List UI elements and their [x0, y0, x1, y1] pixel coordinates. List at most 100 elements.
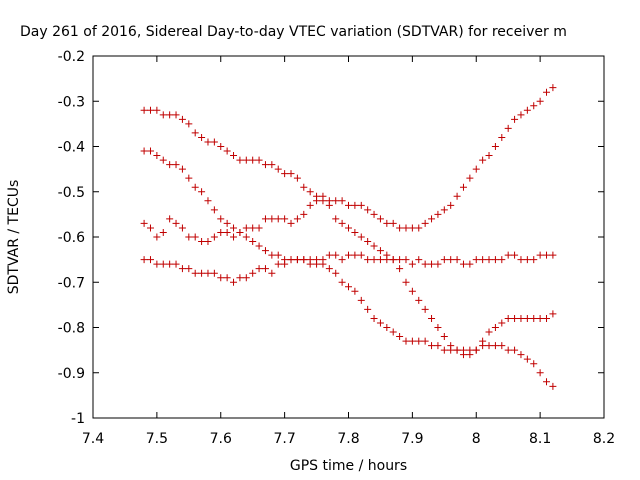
- data-point: [459, 183, 467, 191]
- data-point: [364, 256, 372, 264]
- data-point: [408, 287, 416, 295]
- data-point: [191, 233, 199, 241]
- data-point: [172, 161, 180, 169]
- data-point: [511, 251, 519, 259]
- y-tick-label: -0.7: [58, 275, 85, 291]
- data-point: [255, 265, 263, 273]
- data-point: [549, 251, 557, 259]
- data-point: [408, 260, 416, 268]
- data-point: [479, 256, 487, 264]
- series-1: [140, 84, 557, 232]
- data-point: [504, 346, 512, 354]
- data-point: [300, 256, 308, 264]
- x-tick-label: 8.1: [529, 431, 551, 447]
- data-point: [421, 219, 429, 227]
- data-point: [370, 314, 378, 322]
- data-point: [491, 342, 499, 350]
- data-point: [274, 251, 282, 259]
- data-point: [447, 342, 455, 350]
- data-point: [281, 215, 289, 223]
- series-2: [140, 147, 557, 390]
- data-point: [345, 283, 352, 291]
- data-point: [472, 256, 480, 264]
- data-point: [261, 265, 269, 273]
- data-point: [274, 165, 282, 173]
- series-3: [140, 192, 557, 359]
- data-point: [185, 174, 193, 182]
- data-point: [223, 274, 231, 282]
- data-point: [338, 219, 346, 227]
- data-point: [249, 156, 257, 164]
- data-point: [178, 265, 186, 273]
- data-point: [402, 256, 410, 264]
- data-point: [159, 156, 167, 164]
- data-point: [376, 247, 384, 255]
- data-point: [511, 115, 519, 123]
- data-point: [498, 256, 506, 264]
- data-point: [242, 233, 250, 241]
- data-point: [549, 310, 557, 318]
- data-point: [523, 355, 531, 363]
- data-point: [504, 251, 512, 259]
- data-point: [332, 197, 340, 205]
- data-point: [517, 111, 525, 119]
- data-point: [306, 188, 314, 196]
- data-point: [223, 147, 231, 155]
- data-point: [293, 215, 301, 223]
- data-point: [166, 215, 174, 223]
- data-point: [485, 328, 493, 336]
- data-point: [440, 333, 448, 341]
- data-point: [153, 152, 161, 160]
- data-point: [345, 251, 352, 259]
- data-point: [287, 256, 295, 264]
- data-point: [274, 260, 282, 268]
- data-point: [178, 165, 186, 173]
- data-point: [293, 256, 301, 264]
- data-point: [440, 206, 448, 214]
- data-point: [338, 278, 346, 286]
- data-point: [447, 201, 455, 209]
- data-point: [242, 156, 250, 164]
- data-point: [440, 346, 448, 354]
- data-point: [345, 224, 352, 232]
- data-point: [300, 183, 308, 191]
- data-point: [146, 147, 154, 155]
- x-tick-label: 7.6: [210, 431, 232, 447]
- data-point: [351, 251, 359, 259]
- data-point: [198, 238, 206, 246]
- data-point: [421, 337, 429, 345]
- data-point: [511, 346, 519, 354]
- data-point: [402, 278, 410, 286]
- data-point: [268, 161, 276, 169]
- data-point: [146, 106, 154, 114]
- data-point: [146, 256, 154, 264]
- data-point: [300, 210, 308, 218]
- data-point: [440, 256, 448, 264]
- data-point: [536, 314, 544, 322]
- data-point: [159, 260, 167, 268]
- axes: 7.4 7.5 7.6 7.7 7.8 7.9 8 8.1 8.2 -1 -0.9 -0.8 -0.7 -…: [58, 49, 615, 447]
- data-point: [313, 197, 321, 205]
- data-point: [325, 265, 333, 273]
- data-point: [178, 224, 186, 232]
- data-point: [287, 170, 295, 178]
- data-point: [230, 224, 238, 232]
- data-point: [415, 224, 423, 232]
- data-point: [408, 224, 416, 232]
- data-point: [230, 278, 238, 286]
- data-point: [217, 228, 225, 236]
- data-point: [370, 242, 378, 250]
- data-point: [434, 342, 442, 350]
- data-point: [242, 224, 250, 232]
- data-point: [428, 215, 436, 223]
- x-tick-label: 7.5: [146, 431, 168, 447]
- data-point: [159, 111, 167, 119]
- data-point: [466, 260, 474, 268]
- data-point: [236, 156, 244, 164]
- data-point: [517, 351, 525, 359]
- data-point: [543, 378, 551, 386]
- data-point: [536, 97, 544, 105]
- data-point: [485, 152, 493, 160]
- x-axis-label: GPS time / hours: [290, 458, 407, 474]
- data-point: [485, 256, 493, 264]
